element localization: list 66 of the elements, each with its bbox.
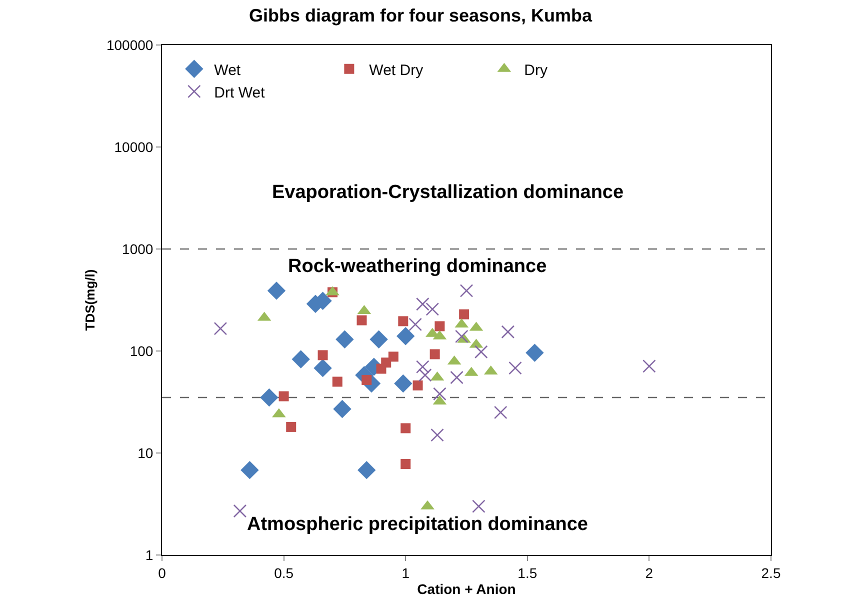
annotation: Rock-weathering dominance xyxy=(288,256,547,277)
point xyxy=(426,302,440,316)
y-axis-title: TDS(mg/l) xyxy=(82,269,98,331)
annotation: Atmospheric precipitation dominance xyxy=(247,514,588,535)
point xyxy=(358,460,376,480)
y-tick-label: 100 xyxy=(130,342,154,359)
legend-label: Wet Dry xyxy=(369,62,424,79)
point xyxy=(430,428,444,442)
point xyxy=(233,504,247,518)
point xyxy=(408,318,422,332)
legend-label: Dry xyxy=(524,62,548,79)
point xyxy=(336,330,354,348)
legend-label: Drt Wet xyxy=(214,84,266,102)
y-tick-label: 10000 xyxy=(114,138,154,155)
point xyxy=(376,364,386,374)
point xyxy=(472,500,486,513)
point xyxy=(459,309,470,320)
point xyxy=(474,345,488,359)
point xyxy=(434,321,445,332)
point xyxy=(642,360,656,373)
point xyxy=(356,315,367,326)
point xyxy=(416,297,430,311)
point xyxy=(398,316,408,326)
point xyxy=(260,388,278,407)
point xyxy=(267,282,286,300)
point xyxy=(501,325,515,339)
point xyxy=(333,400,352,418)
annotation: Evaporation-Crystallization dominance xyxy=(272,182,624,203)
point xyxy=(314,358,332,378)
point xyxy=(508,361,522,375)
point xyxy=(454,330,468,344)
y-tick-label: 1 xyxy=(145,546,154,563)
point xyxy=(400,423,411,434)
x-tick-label: 2 xyxy=(645,564,654,581)
x-tick-label: 1 xyxy=(402,564,410,581)
x-tick-label: 0 xyxy=(158,564,166,581)
point xyxy=(292,350,310,368)
legend-label: Wet xyxy=(214,62,242,79)
point xyxy=(318,350,328,360)
point xyxy=(214,322,228,336)
x-tick-label: 0.5 xyxy=(274,564,294,581)
chart-title: Gibbs diagram for four seasons, Kumba xyxy=(248,6,594,26)
y-tick-label: 10 xyxy=(138,444,154,461)
point xyxy=(394,374,412,393)
point xyxy=(388,352,398,362)
point xyxy=(400,459,411,470)
x-tick-label: 2.5 xyxy=(761,564,781,581)
point xyxy=(433,387,446,401)
x-tick-label: 1.5 xyxy=(518,564,538,581)
point xyxy=(332,376,342,387)
point xyxy=(526,344,544,362)
point xyxy=(430,349,440,360)
point xyxy=(240,460,259,480)
point xyxy=(494,406,508,420)
x-axis-title: Cation + Anion xyxy=(417,581,516,598)
point xyxy=(416,360,430,374)
point xyxy=(450,370,464,384)
point xyxy=(278,391,289,402)
point xyxy=(370,330,388,348)
point xyxy=(286,422,296,432)
point xyxy=(412,380,423,390)
point xyxy=(460,284,474,298)
point xyxy=(396,326,415,346)
y-tick-label: 100000 xyxy=(106,36,154,53)
y-tick-label: 1000 xyxy=(122,240,154,257)
point xyxy=(418,368,432,382)
